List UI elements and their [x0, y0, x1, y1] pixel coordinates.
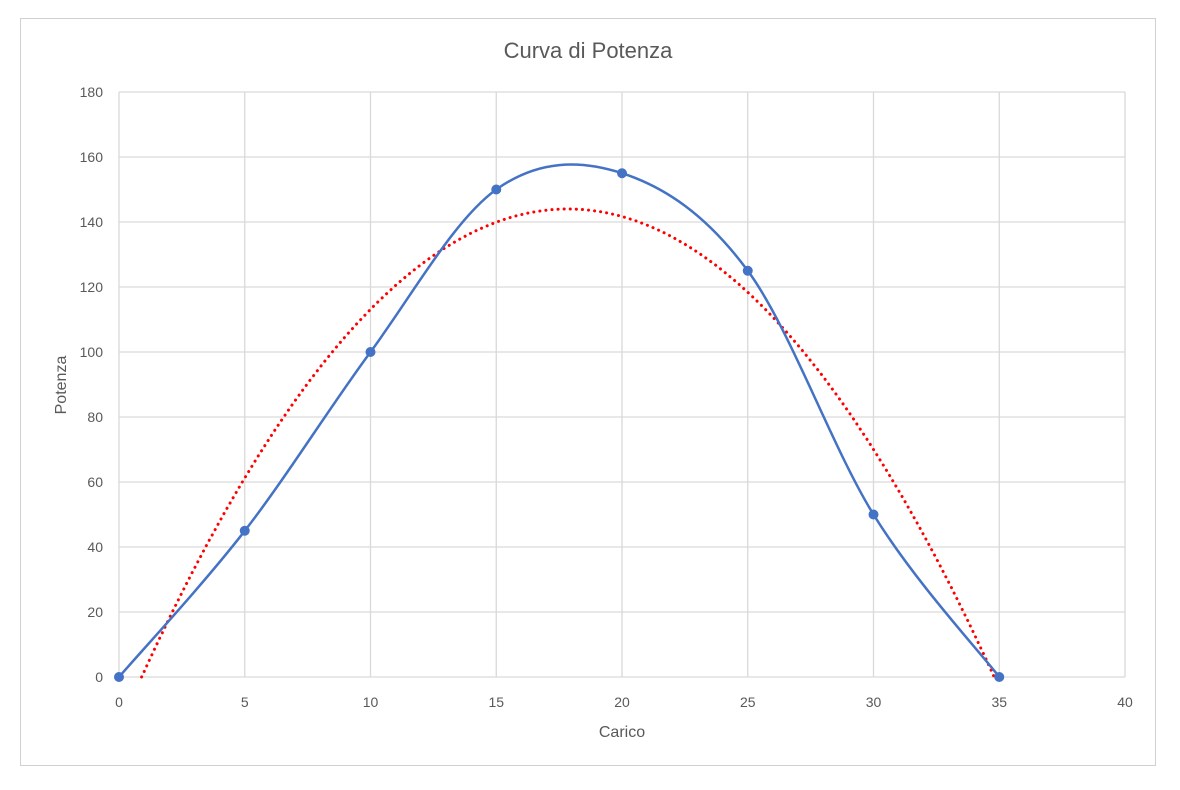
y-tick-label: 140	[80, 214, 104, 230]
data-point	[239, 525, 250, 536]
chart-title: Curva di Potenza	[504, 38, 674, 63]
x-tick-label: 25	[740, 694, 756, 710]
series-line	[118, 163, 1001, 678]
x-tick-label: 0	[115, 694, 123, 710]
y-tick-label: 40	[87, 539, 103, 555]
data-point	[868, 509, 879, 520]
y-tick-label: 100	[80, 344, 104, 360]
y-tick-label: 20	[87, 604, 103, 620]
data-point	[114, 672, 124, 682]
x-tick-label: 35	[991, 694, 1007, 710]
y-tick-label: 0	[95, 669, 103, 685]
data-point	[491, 184, 502, 195]
y-tick-label: 120	[80, 279, 104, 295]
trendline	[140, 207, 996, 679]
data-point	[365, 347, 376, 357]
data-point	[617, 168, 627, 179]
x-tick-label: 40	[1117, 694, 1133, 710]
x-tick-label: 15	[488, 694, 504, 710]
x-tick-label: 5	[241, 694, 249, 710]
y-tick-label: 180	[80, 84, 104, 100]
x-tick-label: 20	[614, 694, 630, 710]
x-tick-label: 30	[866, 694, 882, 710]
y-tick-label: 60	[87, 474, 103, 490]
chart-area	[20, 18, 1156, 766]
data-point	[742, 265, 753, 276]
y-tick-label: 160	[80, 149, 104, 165]
x-tick-label: 10	[363, 694, 379, 710]
y-tick-label: 80	[87, 409, 103, 425]
y-axis-label: Potenza	[53, 356, 70, 415]
x-axis-label: Carico	[599, 724, 645, 741]
data-point	[994, 672, 1005, 682]
